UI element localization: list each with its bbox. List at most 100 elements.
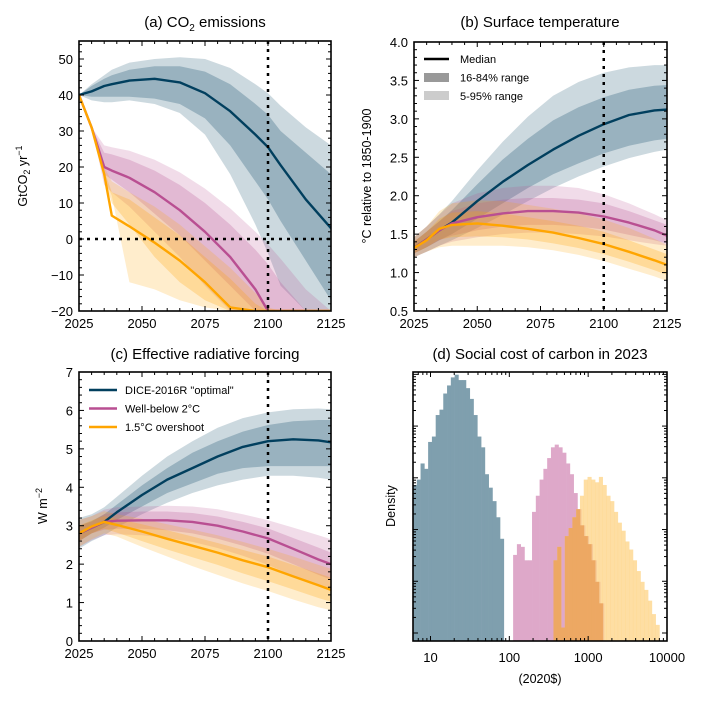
- panel-social-cost-of-carbon: (d) Social cost of carbon in 2023 Densit…: [384, 346, 685, 686]
- y-tick-label: 5: [66, 442, 73, 457]
- band-16-84-dice: [79, 420, 331, 542]
- band-16-84-dice: [79, 66, 331, 301]
- legend-label: 5-95% range: [460, 91, 523, 103]
- legend-16-84-swatch: [424, 73, 449, 82]
- histogram-bar: [644, 589, 649, 641]
- histogram-bar: [520, 546, 525, 641]
- y-tick-label: 1.5: [390, 227, 408, 242]
- histogram-bar: [629, 549, 634, 641]
- median-line-os15: [414, 222, 667, 267]
- panel-b-ylabel: °C relative to 1850-1900: [360, 108, 374, 243]
- band-5-95-dice: [414, 65, 667, 258]
- x-tick-label: 100: [498, 650, 520, 665]
- x-tick-label: 2100: [254, 316, 283, 331]
- histogram-bar: [640, 581, 645, 641]
- histogram-bar: [655, 624, 660, 641]
- x-tick-label: 2075: [191, 646, 220, 661]
- y-tick-label: 3.5: [390, 73, 408, 88]
- histogram-bar: [450, 377, 455, 641]
- legend-5-95-swatch: [424, 91, 449, 100]
- x-tick-label: 2125: [317, 316, 346, 331]
- histogram-overlap-bar: [587, 544, 592, 641]
- histogram-bar: [539, 479, 544, 641]
- median-line-dice: [79, 77, 331, 229]
- histogram-bar: [547, 458, 552, 641]
- plot-area: [413, 374, 660, 641]
- y-tick-label: 6: [66, 403, 73, 418]
- histogram-bar: [443, 393, 448, 641]
- histogram-bar: [420, 463, 425, 641]
- histogram-bar: [532, 511, 537, 641]
- plot-area: [79, 41, 331, 311]
- histogram-bar: [435, 415, 440, 641]
- histogram-bar: [554, 444, 559, 641]
- histogram-bar: [513, 554, 518, 641]
- histogram-bar: [428, 441, 433, 641]
- histogram-bar: [447, 385, 452, 641]
- legend: Median 16-84% range 5-95% range: [424, 54, 529, 103]
- median-line-os15: [79, 94, 331, 311]
- legend-label: 16-84% range: [460, 73, 529, 85]
- y-tick-label: 10: [59, 196, 73, 211]
- legend-label: Well-below 2°C: [125, 404, 200, 416]
- histogram-bar: [424, 468, 429, 641]
- x-tick-label: 2075: [191, 316, 220, 331]
- x-tick-label: 2050: [128, 646, 157, 661]
- x-tick-label: 2025: [65, 646, 94, 661]
- histogram-overlap-bar: [568, 528, 573, 641]
- y-tick-label: −10: [51, 268, 73, 283]
- histogram-bar: [516, 544, 521, 641]
- y-tick-label: 4: [66, 480, 73, 495]
- histogram-overlap-bar: [561, 627, 566, 641]
- band-5-95-os15: [79, 95, 331, 311]
- y-tick-label: 2.0: [390, 189, 408, 204]
- histogram-overlap-bar: [572, 517, 577, 641]
- histogram-bar: [469, 398, 474, 641]
- panel-radiative-forcing: (c) Effective radiative forcing W m−2 20…: [34, 346, 345, 661]
- x-tick-label: 2125: [653, 316, 682, 331]
- histogram-overlap-bar: [576, 509, 581, 641]
- legend-label: 1.5°C overshoot: [125, 422, 204, 434]
- histogram-bar: [492, 501, 497, 641]
- histogram-bar: [413, 484, 418, 641]
- histogram-bar: [610, 501, 615, 641]
- histogram-bar: [606, 495, 611, 641]
- panel-c-title: (c) Effective radiative forcing: [111, 346, 300, 363]
- x-tick-label: 2025: [65, 316, 94, 331]
- histogram-bar: [617, 522, 622, 641]
- y-tick-label: 4.0: [390, 35, 408, 50]
- histogram-bar: [528, 560, 533, 641]
- y-tick-label: 30: [59, 124, 73, 139]
- x-tick-label: 10: [423, 650, 437, 665]
- histogram-bar: [454, 374, 459, 641]
- band-5-95-dice: [79, 57, 331, 311]
- y-tick-label: 40: [59, 88, 73, 103]
- histogram-overlap-bar: [557, 546, 562, 641]
- histogram-bar: [431, 436, 436, 641]
- histogram-bar: [416, 479, 421, 641]
- y-tick-label: 2.5: [390, 150, 408, 165]
- panel-co2-emissions: (a) CO2 emissions GtCO2 yr−1 2025 2050 207…: [14, 14, 345, 331]
- y-tick-label: −20: [51, 304, 73, 319]
- legend-label: DICE-2016R "optimal": [125, 385, 234, 397]
- histogram-overlap-bar: [595, 581, 600, 641]
- band-5-95-wb2: [79, 505, 331, 591]
- histogram-overlap-bar: [591, 560, 596, 641]
- x-tick-label: 2100: [589, 316, 618, 331]
- histogram-bar: [651, 614, 656, 641]
- axes-frame: [412, 371, 668, 642]
- histogram-overlap-bar: [598, 603, 603, 641]
- panel-b-title: (b) Surface temperature: [460, 14, 619, 31]
- x-tick-label: 1000: [574, 650, 603, 665]
- legend-label: Median: [460, 54, 496, 66]
- histogram-bar: [625, 541, 630, 641]
- histogram-overlap-bar: [564, 536, 569, 641]
- histogram-bar: [439, 409, 444, 641]
- band-16-84-os15: [414, 211, 667, 275]
- median-line-os15: [79, 520, 331, 592]
- band-16-84-wb2: [79, 511, 331, 580]
- x-tick-label: 2075: [526, 316, 555, 331]
- histogram-bar: [535, 495, 540, 641]
- panel-c-ylabel: W m−2: [34, 488, 50, 524]
